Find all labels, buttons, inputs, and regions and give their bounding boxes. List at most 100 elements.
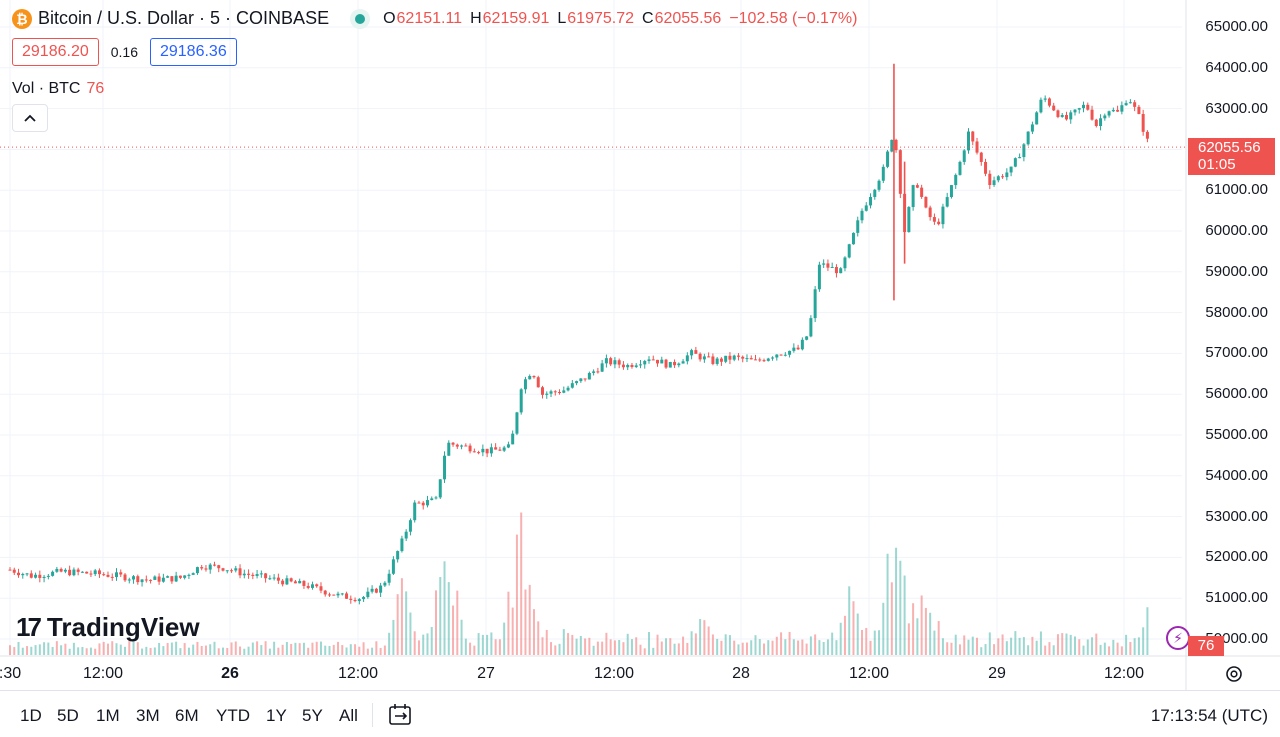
flash-icon[interactable]: ⚡ <box>1166 626 1190 650</box>
price-axis-label: 53000.00 <box>1205 507 1268 525</box>
price-axis-label: 63000.00 <box>1205 99 1268 117</box>
volume-bar <box>213 641 216 655</box>
volume-bar <box>30 646 33 655</box>
candle-body <box>647 359 651 361</box>
volume-bar <box>1048 642 1051 655</box>
candle-body <box>464 445 468 447</box>
range-button-5d[interactable]: 5D <box>57 706 79 725</box>
volume-bar <box>439 576 442 655</box>
volume-bar <box>703 620 706 655</box>
candle-body <box>843 257 847 269</box>
range-button-1m[interactable]: 1M <box>96 706 120 725</box>
volume-bar <box>85 648 88 655</box>
candle-body <box>183 575 187 578</box>
time-axis-label: 12:00 <box>337 665 379 682</box>
last-price-value: 62055.56 <box>1198 139 1261 156</box>
volume-bar <box>656 634 659 655</box>
candle-body <box>719 358 723 362</box>
candle-body <box>8 569 12 571</box>
volume-bar <box>1069 634 1072 655</box>
candle-body <box>975 141 979 153</box>
volume-bar <box>588 637 591 655</box>
candle-body <box>754 359 757 361</box>
range-button-1d[interactable]: 1D <box>20 706 42 725</box>
time-axis-label: 28 <box>732 665 750 682</box>
symbol-title[interactable]: Bitcoin / U.S. Dollar · 5 · COINBASE <box>38 8 330 28</box>
volume-bar <box>507 591 510 655</box>
utc-clock[interactable]: 17:13:54 (UTC) <box>1150 706 1268 725</box>
bar-countdown: 01:05 <box>1198 156 1236 173</box>
range-button-5y[interactable]: 5Y <box>302 706 323 725</box>
candle-body <box>1018 157 1022 159</box>
candle-body <box>783 354 787 356</box>
range-button-6m[interactable]: 6M <box>175 706 199 725</box>
candle-body <box>592 371 596 373</box>
volume-bar <box>311 642 314 655</box>
market-status-icon[interactable] <box>355 13 366 24</box>
candle-body <box>383 582 387 586</box>
candle-body <box>230 570 234 572</box>
volume-bar <box>1120 646 1123 655</box>
date-range-icon[interactable] <box>388 703 414 727</box>
volume-bar <box>532 609 535 655</box>
candle-body <box>447 442 451 456</box>
volume-bar <box>477 633 480 655</box>
candle-body <box>42 576 46 578</box>
volume-bar <box>609 639 612 655</box>
range-button-1y[interactable]: 1Y <box>266 706 287 725</box>
volume-bar <box>797 640 800 655</box>
collapse-legend-button[interactable] <box>12 104 48 132</box>
candle-body <box>685 355 689 362</box>
candle-body <box>954 174 958 186</box>
settings-gear-icon[interactable] <box>1224 664 1244 684</box>
volume-bar <box>1027 645 1030 655</box>
candle-body <box>617 360 621 365</box>
candle-body <box>157 576 161 582</box>
volume-bar <box>268 648 271 655</box>
sell-button[interactable]: 29186.20 <box>12 38 99 66</box>
volume-bar <box>158 642 161 655</box>
volume-bar <box>136 642 139 655</box>
candle-body <box>745 358 749 360</box>
volume-bar <box>68 648 71 655</box>
ohlc-values: O62151.11 H62159.91 L61975.72 C62055.56 … <box>383 10 857 28</box>
candle-body <box>967 131 970 151</box>
volume-bar <box>980 647 983 655</box>
buy-button[interactable]: 29186.36 <box>149 38 237 66</box>
volume-bar <box>294 642 297 655</box>
bitcoin-icon[interactable]: ₿ <box>12 8 32 29</box>
candle-body <box>195 567 199 574</box>
volume-bar <box>745 642 748 655</box>
volume-bar <box>907 623 910 655</box>
volume-bar <box>1031 636 1034 655</box>
volume-bar <box>375 641 378 655</box>
volume-bar <box>511 607 514 655</box>
range-button-3m[interactable]: 3M <box>136 706 160 725</box>
volume-bar <box>162 646 165 655</box>
volume-bar <box>1078 639 1081 655</box>
volume-bar <box>792 639 795 655</box>
volume-bar <box>277 647 280 655</box>
volume-bar <box>1142 627 1145 655</box>
volume-bar <box>660 641 663 655</box>
candle-body <box>332 594 336 596</box>
candle-body <box>566 387 570 391</box>
volume-bar <box>243 648 246 655</box>
volume-bar <box>319 641 322 655</box>
volume-bar <box>1061 633 1064 655</box>
price-chart[interactable] <box>0 0 1280 690</box>
volume-legend[interactable]: Vol · BTC 76 <box>12 80 104 98</box>
volume-bar <box>251 642 254 655</box>
candle-body <box>1103 115 1107 119</box>
volume-bar <box>1056 634 1059 655</box>
candle-body <box>17 572 21 576</box>
tradingview-watermark[interactable]: 17 TradingView <box>16 612 200 643</box>
candle-body <box>413 502 417 521</box>
range-button-ytd[interactable]: YTD <box>216 706 250 725</box>
candle-body <box>996 176 1000 181</box>
range-button-all[interactable]: All <box>339 706 358 725</box>
ohlc-high-key: H <box>470 9 482 27</box>
candle-body <box>93 570 97 575</box>
candle-body <box>643 360 647 365</box>
volume-bar <box>758 639 761 655</box>
